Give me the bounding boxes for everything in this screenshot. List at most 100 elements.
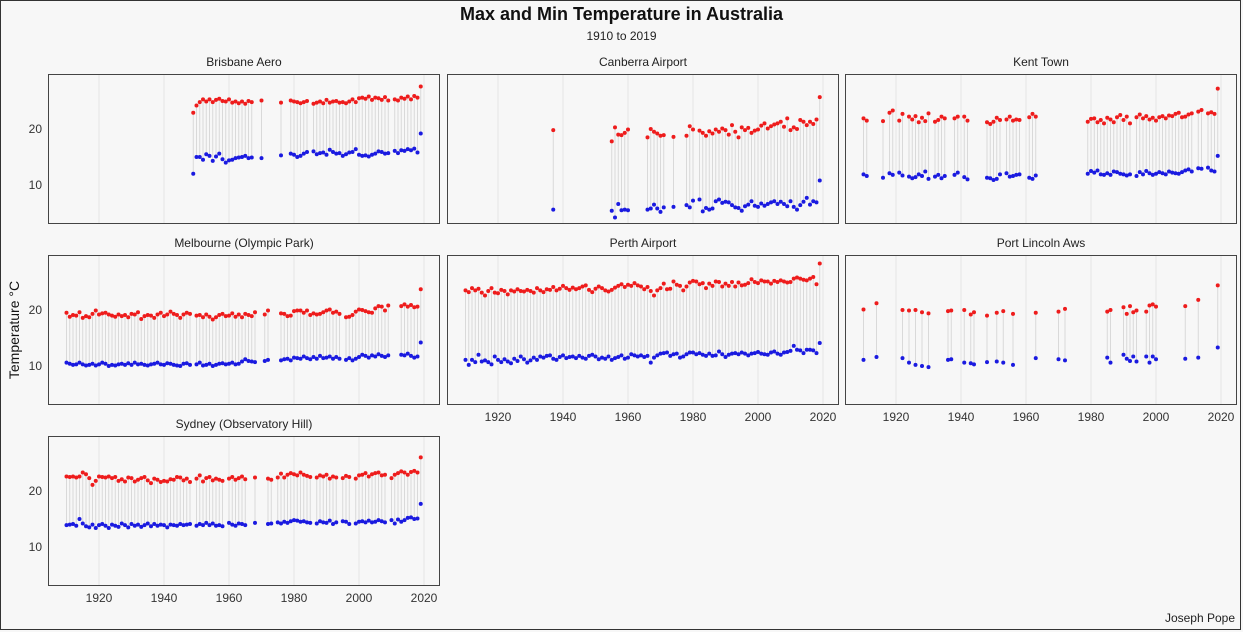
max-point [132, 312, 137, 317]
min-point [97, 362, 101, 367]
min-point [684, 203, 689, 208]
min-point [188, 362, 192, 367]
min-point [476, 352, 481, 357]
max-point [402, 96, 407, 101]
max-point [900, 111, 905, 116]
y-tick-label: 10 [29, 359, 43, 373]
max-point [162, 314, 166, 319]
caption: Joseph Pope [1164, 611, 1235, 625]
max-point [197, 473, 202, 478]
min-point [655, 353, 660, 358]
max-point [386, 98, 391, 103]
min-point [175, 523, 179, 528]
min-point [217, 361, 222, 366]
min-point [363, 520, 368, 525]
min-point [489, 362, 494, 367]
max-point [707, 129, 712, 134]
max-point [808, 276, 812, 281]
min-point [77, 517, 82, 521]
min-point [145, 521, 150, 526]
min-point [541, 355, 546, 360]
max-point [985, 120, 989, 125]
min-point [396, 151, 400, 156]
min-point [379, 519, 384, 524]
min-point [723, 355, 728, 360]
min-point [635, 354, 640, 359]
min-point [791, 204, 796, 209]
max-point [723, 281, 728, 286]
min-point [340, 153, 345, 158]
max-point [350, 313, 355, 318]
min-point [1027, 175, 1032, 180]
max-point [353, 476, 358, 481]
min-point [308, 357, 313, 362]
min-point [743, 204, 747, 209]
min-point [103, 523, 108, 528]
min-point [609, 208, 614, 213]
min-point [1098, 172, 1103, 177]
min-point [1199, 166, 1204, 171]
max-point [746, 125, 751, 130]
max-point [347, 314, 352, 319]
max-point [1011, 118, 1015, 123]
max-point [373, 471, 378, 476]
min-point [113, 363, 118, 368]
facet-title: Port Lincoln Aws [997, 236, 1086, 250]
panel-background [48, 255, 440, 405]
max-point [1150, 115, 1155, 120]
chart-title: Max and Min Temperature in Australia [459, 4, 784, 24]
min-point [389, 518, 394, 523]
min-point [817, 341, 822, 346]
min-point [240, 359, 244, 364]
max-point [648, 288, 653, 293]
max-point [100, 311, 105, 316]
max-point [466, 290, 471, 295]
max-point [574, 287, 578, 292]
max-point [1001, 309, 1006, 314]
max-point [243, 101, 248, 106]
min-point [100, 360, 105, 365]
max-point [991, 119, 996, 124]
max-point [580, 284, 585, 289]
min-point [298, 519, 303, 524]
max-point [334, 99, 339, 103]
x-tick-label: 1920 [86, 591, 113, 605]
max-point [1212, 111, 1217, 116]
max-point [658, 133, 663, 138]
min-point [412, 355, 417, 360]
max-point [74, 475, 79, 480]
x-tick-label: 1940 [550, 410, 577, 424]
min-point [648, 360, 653, 365]
min-point [123, 523, 127, 528]
max-point [155, 312, 160, 317]
max-point [733, 284, 738, 289]
max-point [282, 475, 287, 480]
max-point [103, 475, 108, 480]
x-tick-label: 1980 [281, 591, 308, 605]
max-point [285, 314, 290, 319]
min-point [726, 352, 731, 357]
max-point [704, 133, 708, 138]
max-point [697, 128, 702, 133]
max-point [968, 312, 973, 317]
min-point [1137, 170, 1142, 175]
max-point [1098, 118, 1103, 123]
max-point [279, 471, 283, 476]
max-point [726, 132, 731, 137]
min-point [275, 520, 280, 525]
min-point [1134, 359, 1139, 364]
min-point [292, 355, 296, 360]
max-point [324, 308, 329, 313]
max-point [1105, 309, 1110, 314]
max-point [113, 475, 118, 479]
max-point [939, 114, 944, 119]
min-point [191, 171, 196, 176]
max-point [684, 284, 689, 289]
max-point [1089, 116, 1093, 121]
min-point [327, 147, 332, 152]
max-point [210, 100, 215, 105]
max-point [236, 476, 241, 481]
min-point [360, 519, 365, 524]
max-point [74, 313, 79, 318]
max-point [463, 288, 468, 293]
